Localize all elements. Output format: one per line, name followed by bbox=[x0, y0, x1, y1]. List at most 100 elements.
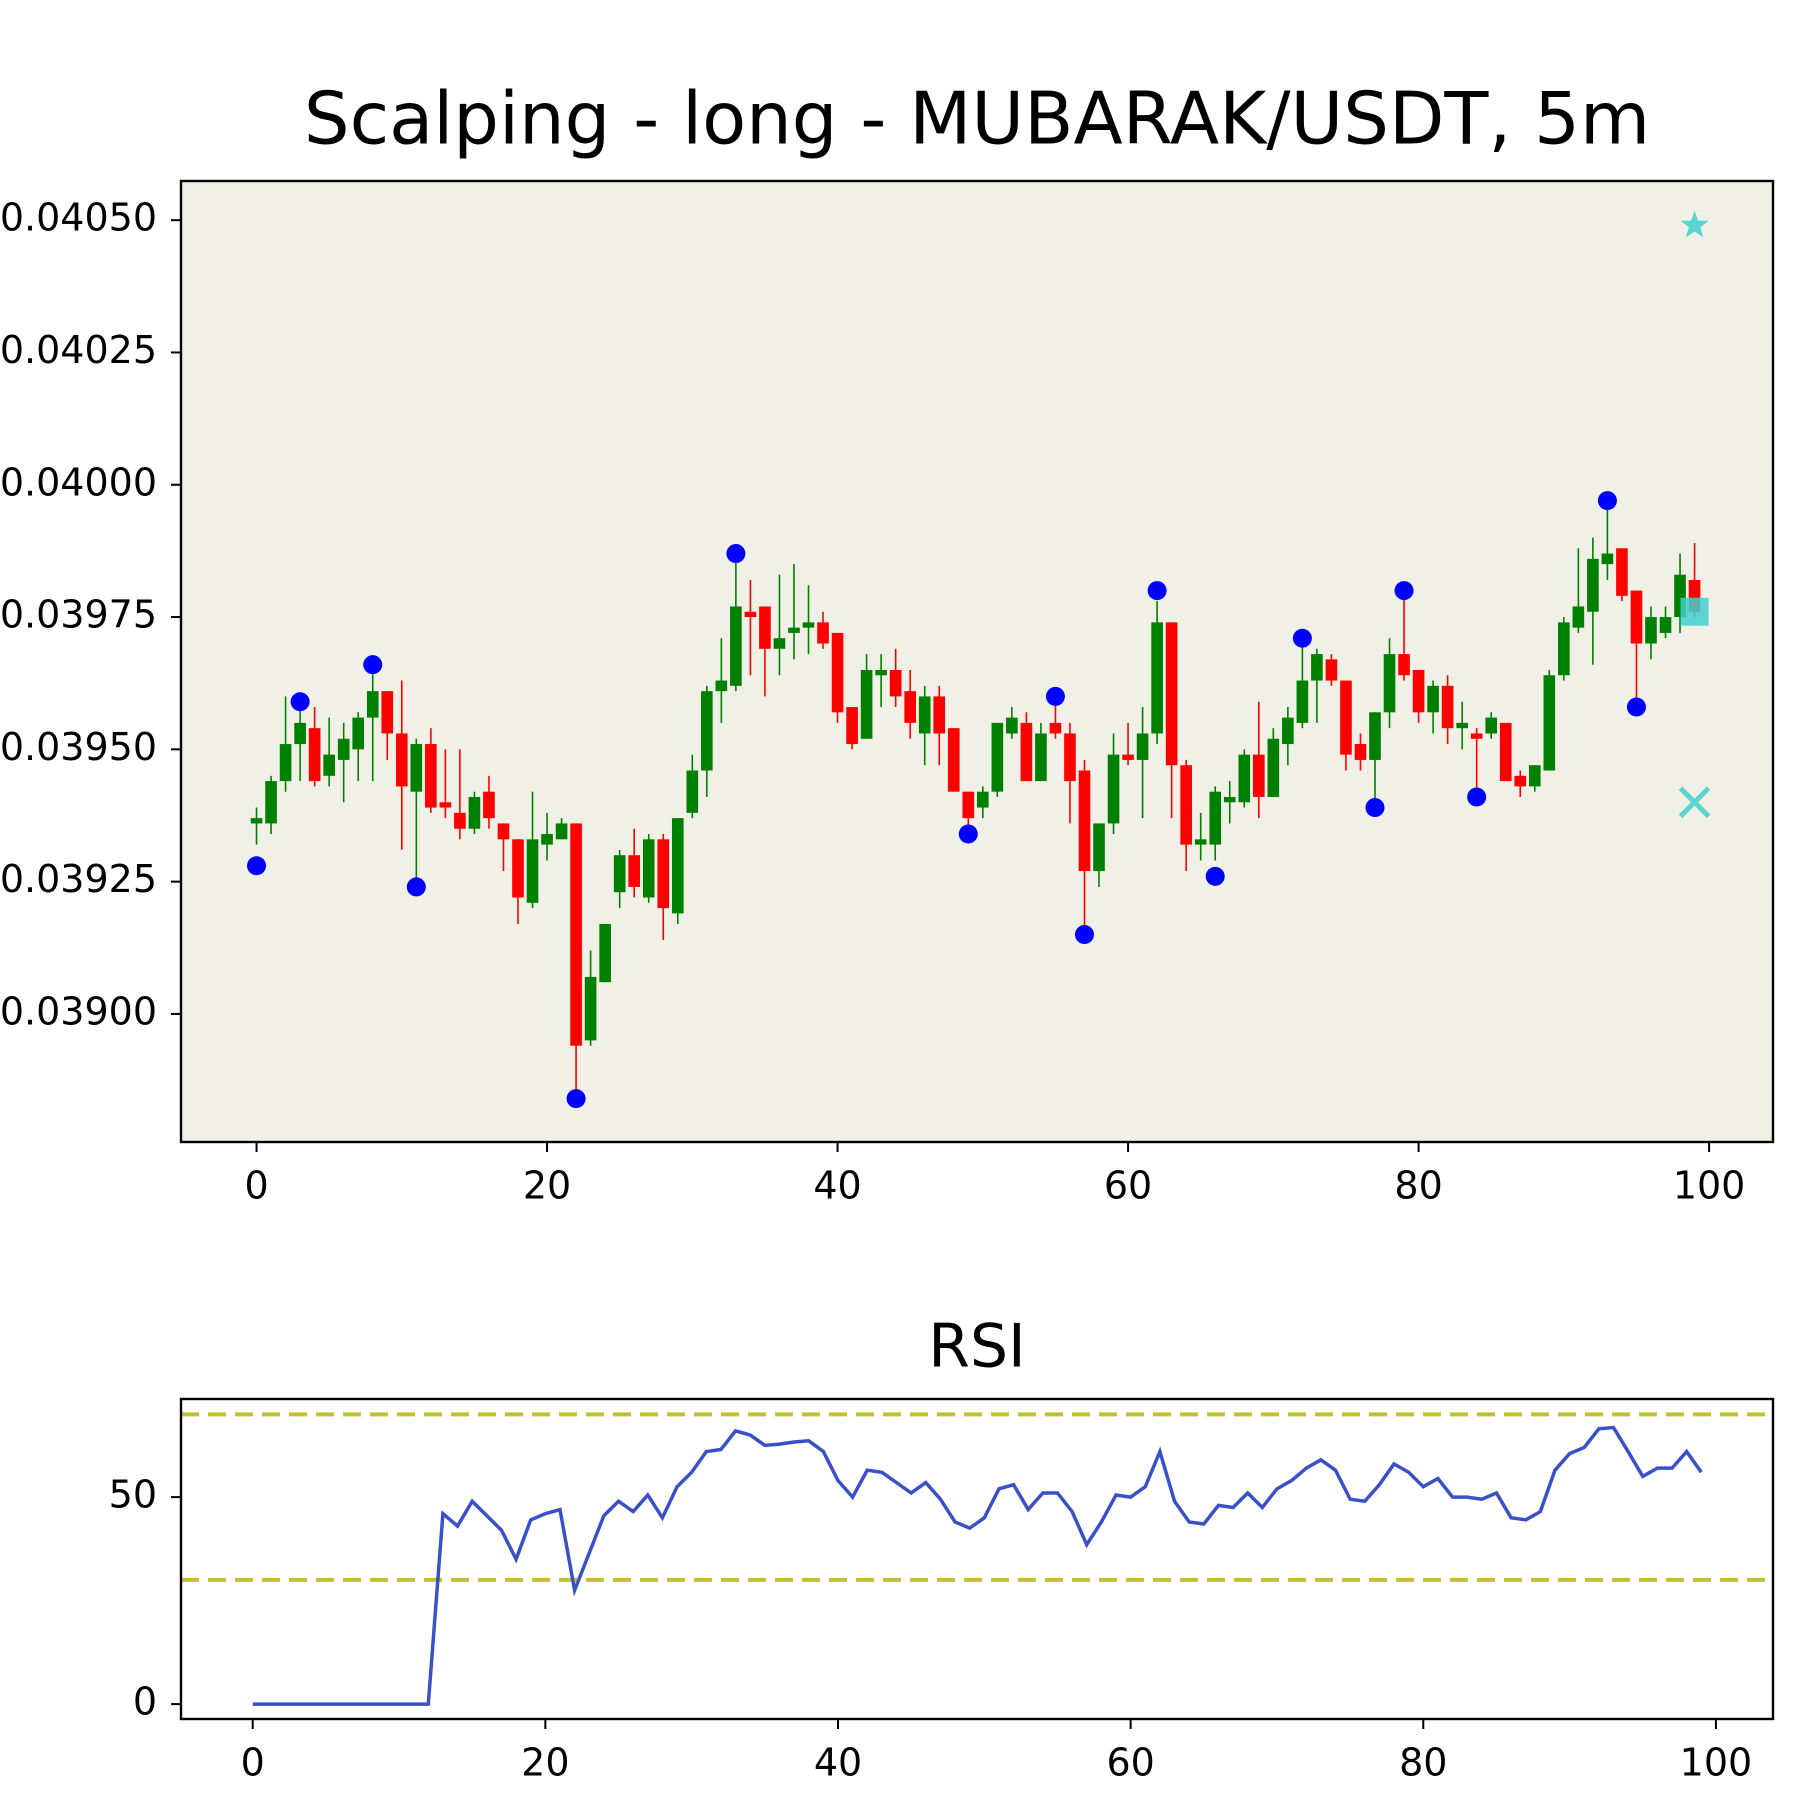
candle-body bbox=[1485, 717, 1498, 734]
pivot-point bbox=[1147, 581, 1167, 601]
x-tick-label: 20 bbox=[521, 1741, 569, 1785]
signal-x bbox=[1678, 786, 1711, 819]
candle-body bbox=[599, 923, 611, 983]
plot-background bbox=[181, 1399, 1773, 1719]
candle-body bbox=[555, 823, 568, 840]
candle-body bbox=[1325, 659, 1338, 681]
candle-body bbox=[1340, 680, 1352, 755]
candle-body bbox=[512, 839, 524, 898]
candle-body bbox=[468, 796, 481, 829]
pivot-point bbox=[958, 824, 978, 844]
pivot-point bbox=[1626, 697, 1646, 717]
candle-body bbox=[1296, 680, 1309, 723]
y-tick-label: 0.03950 bbox=[0, 725, 157, 769]
pivot-point bbox=[1205, 866, 1225, 886]
candle-body bbox=[1499, 722, 1512, 782]
candle-body bbox=[1427, 685, 1439, 713]
candle-body bbox=[788, 627, 800, 633]
candle-body bbox=[613, 855, 626, 893]
candle-body bbox=[265, 781, 277, 824]
candle-body bbox=[1369, 712, 1381, 760]
candle-body bbox=[1064, 733, 1076, 782]
candle-body bbox=[1252, 754, 1265, 797]
candle-body bbox=[1412, 669, 1425, 713]
signal-square bbox=[1680, 597, 1709, 626]
candle-body bbox=[1136, 733, 1149, 760]
candle-body bbox=[904, 691, 916, 723]
candle-body bbox=[889, 669, 902, 697]
candle-body bbox=[671, 818, 684, 914]
x-tick-label: 40 bbox=[814, 1741, 862, 1785]
x-tick-label: 40 bbox=[813, 1164, 861, 1208]
candle-body bbox=[1180, 765, 1192, 845]
candle-body bbox=[1209, 791, 1222, 845]
plot-frame bbox=[179, 1397, 1775, 1721]
chart-title: Scalping - long - MUBARAK/USDT, 5m bbox=[304, 77, 1650, 161]
x-tick-label: 80 bbox=[1399, 1741, 1447, 1785]
candle-body bbox=[352, 717, 365, 750]
candle-body bbox=[1514, 775, 1527, 787]
candle-body bbox=[860, 669, 873, 739]
candle-body bbox=[1601, 553, 1614, 565]
candle-body bbox=[1558, 622, 1570, 676]
y-tick-label: 0.03925 bbox=[0, 857, 157, 901]
pivot-point bbox=[290, 692, 310, 712]
candle-body bbox=[628, 855, 641, 887]
y-tick-label: 0.04025 bbox=[0, 328, 157, 372]
candle-body bbox=[831, 632, 844, 713]
candle-body bbox=[744, 611, 757, 618]
candle-body bbox=[1238, 754, 1251, 803]
candle-body bbox=[1543, 675, 1556, 771]
candle-body bbox=[250, 818, 263, 824]
candle-body bbox=[1122, 754, 1134, 760]
pivot-point bbox=[247, 856, 267, 876]
candle-body bbox=[439, 802, 452, 808]
candle-body bbox=[977, 791, 989, 808]
candle-body bbox=[395, 733, 408, 787]
pivot-point bbox=[1292, 628, 1312, 648]
candle-body bbox=[1383, 654, 1396, 713]
candle-body bbox=[730, 606, 742, 686]
y-tick-label: 0.04000 bbox=[0, 460, 157, 504]
candle-body bbox=[962, 791, 975, 819]
pivot-point bbox=[1467, 787, 1487, 807]
candle-body bbox=[1282, 717, 1294, 745]
candle-body bbox=[1049, 722, 1062, 734]
candle-body bbox=[323, 754, 335, 776]
candle-body bbox=[1572, 606, 1585, 628]
plot-background bbox=[181, 181, 1773, 1142]
candle-body bbox=[1398, 654, 1410, 676]
candle-body bbox=[933, 696, 946, 734]
x-tick-label: 0 bbox=[244, 1164, 268, 1208]
candle-body bbox=[817, 622, 829, 644]
pivot-point bbox=[363, 655, 383, 675]
candle-body bbox=[1688, 580, 1701, 612]
candle-body bbox=[1035, 733, 1047, 782]
candle-body bbox=[1267, 738, 1280, 797]
x-tick-label: 100 bbox=[1680, 1741, 1753, 1785]
plot-frame bbox=[179, 179, 1775, 1144]
candle-body bbox=[1078, 770, 1091, 872]
candle-body bbox=[1020, 722, 1033, 782]
candle-body bbox=[308, 728, 321, 782]
pivot-point bbox=[1394, 581, 1414, 601]
candle-body bbox=[1674, 574, 1686, 618]
candle-body bbox=[454, 812, 466, 829]
candle-body bbox=[1006, 717, 1018, 734]
candle-body bbox=[1093, 823, 1105, 872]
candle-body bbox=[366, 691, 379, 718]
pivot-point bbox=[1045, 686, 1065, 706]
candle-body bbox=[483, 791, 495, 819]
candle-body bbox=[410, 744, 423, 792]
x-tick-label: 20 bbox=[523, 1164, 571, 1208]
candle-body bbox=[497, 823, 510, 840]
candle-body bbox=[657, 839, 670, 909]
y-tick-label: 0.03900 bbox=[0, 989, 157, 1033]
x-tick-label: 100 bbox=[1673, 1164, 1746, 1208]
pivot-point bbox=[566, 1089, 586, 1109]
signal-star bbox=[1680, 210, 1709, 238]
candle-body bbox=[1645, 617, 1657, 644]
candle-body bbox=[526, 839, 539, 903]
candle-body bbox=[1528, 765, 1541, 787]
candle-body bbox=[294, 722, 306, 745]
